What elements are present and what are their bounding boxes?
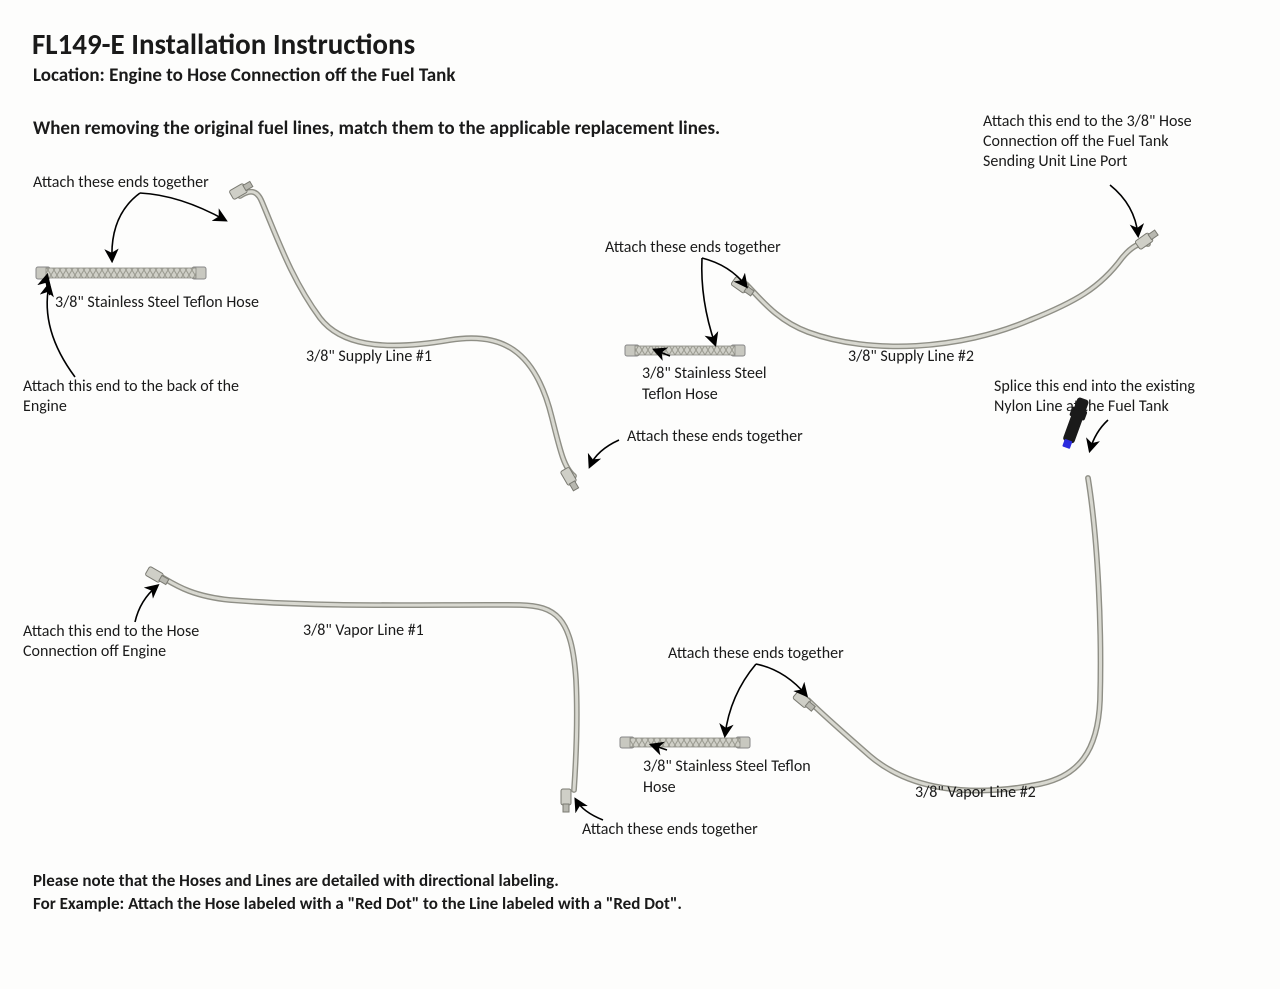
vapor-line-1-highlight <box>160 576 577 790</box>
arrow-10 <box>135 586 157 622</box>
arrow-7 <box>590 440 619 466</box>
annotation-a_hose_2a: 3/8" Stainless Steel <box>642 364 842 384</box>
annotation-a_together_3: Attach these ends together <box>627 427 887 447</box>
annotation-a_supply_1: 3/8" Supply Line #1 <box>306 347 506 367</box>
footer-line-2: For Example: Attach the Hose labeled wit… <box>33 893 682 914</box>
annotation-a_engine_back: Attach this end to the back of the Engin… <box>23 377 253 417</box>
annotation-a_together_2: Attach these ends together <box>605 238 865 258</box>
teflon-hose-1 <box>36 267 206 279</box>
footer-line-1: Please note that the Hoses and Lines are… <box>33 870 559 891</box>
arrow-0 <box>140 193 225 220</box>
fitting-supply1-bottom <box>560 467 580 492</box>
supply-line-1-highlight <box>240 192 574 476</box>
annotation-a_fueltank_1: Attach this end to the 3/8" Hose Connect… <box>983 112 1203 172</box>
annotation-a_together_1: Attach these ends together <box>33 173 293 193</box>
arrow-9 <box>1090 420 1108 450</box>
arrow-11 <box>756 664 806 695</box>
supply-line-1-outline <box>240 192 574 476</box>
teflon-hose-2 <box>625 345 745 356</box>
annotation-a_hose_2b: Teflon Hose <box>642 385 842 405</box>
annotation-a_together_5: Attach these ends together <box>582 820 842 840</box>
annotation-a_hose_3b: Hose <box>643 778 743 798</box>
annotation-a_engine_hose: Attach this end to the Hose Connection o… <box>23 622 253 662</box>
annotation-a_vapor_2: 3/8" Vapor Line #2 <box>915 783 1115 803</box>
arrow-1 <box>112 193 140 260</box>
annotation-a_hose_3a: 3/8" Stainless Steel Teflon <box>643 757 873 777</box>
fitting-vapor1-bottom <box>561 789 571 812</box>
annotation-a_vapor_1: 3/8" Vapor Line #1 <box>303 621 503 641</box>
arrow-8 <box>1110 185 1138 235</box>
annotation-a_supply_2: 3/8" Supply Line #2 <box>848 347 1048 367</box>
annotation-a_hose_1: 3/8" Stainless Steel Teflon Hose <box>55 293 335 313</box>
teflon-hose-3 <box>620 737 750 748</box>
vapor-line-1-outline <box>160 576 577 790</box>
annotation-a_together_4: Attach these ends together <box>668 644 928 664</box>
arrow-12 <box>725 664 756 735</box>
vapor-line-2-outline <box>808 478 1101 791</box>
arrow-14 <box>576 800 603 820</box>
arrow-5 <box>702 258 715 344</box>
annotation-a_splice: Splice this end into the existing Nylon … <box>994 377 1224 417</box>
